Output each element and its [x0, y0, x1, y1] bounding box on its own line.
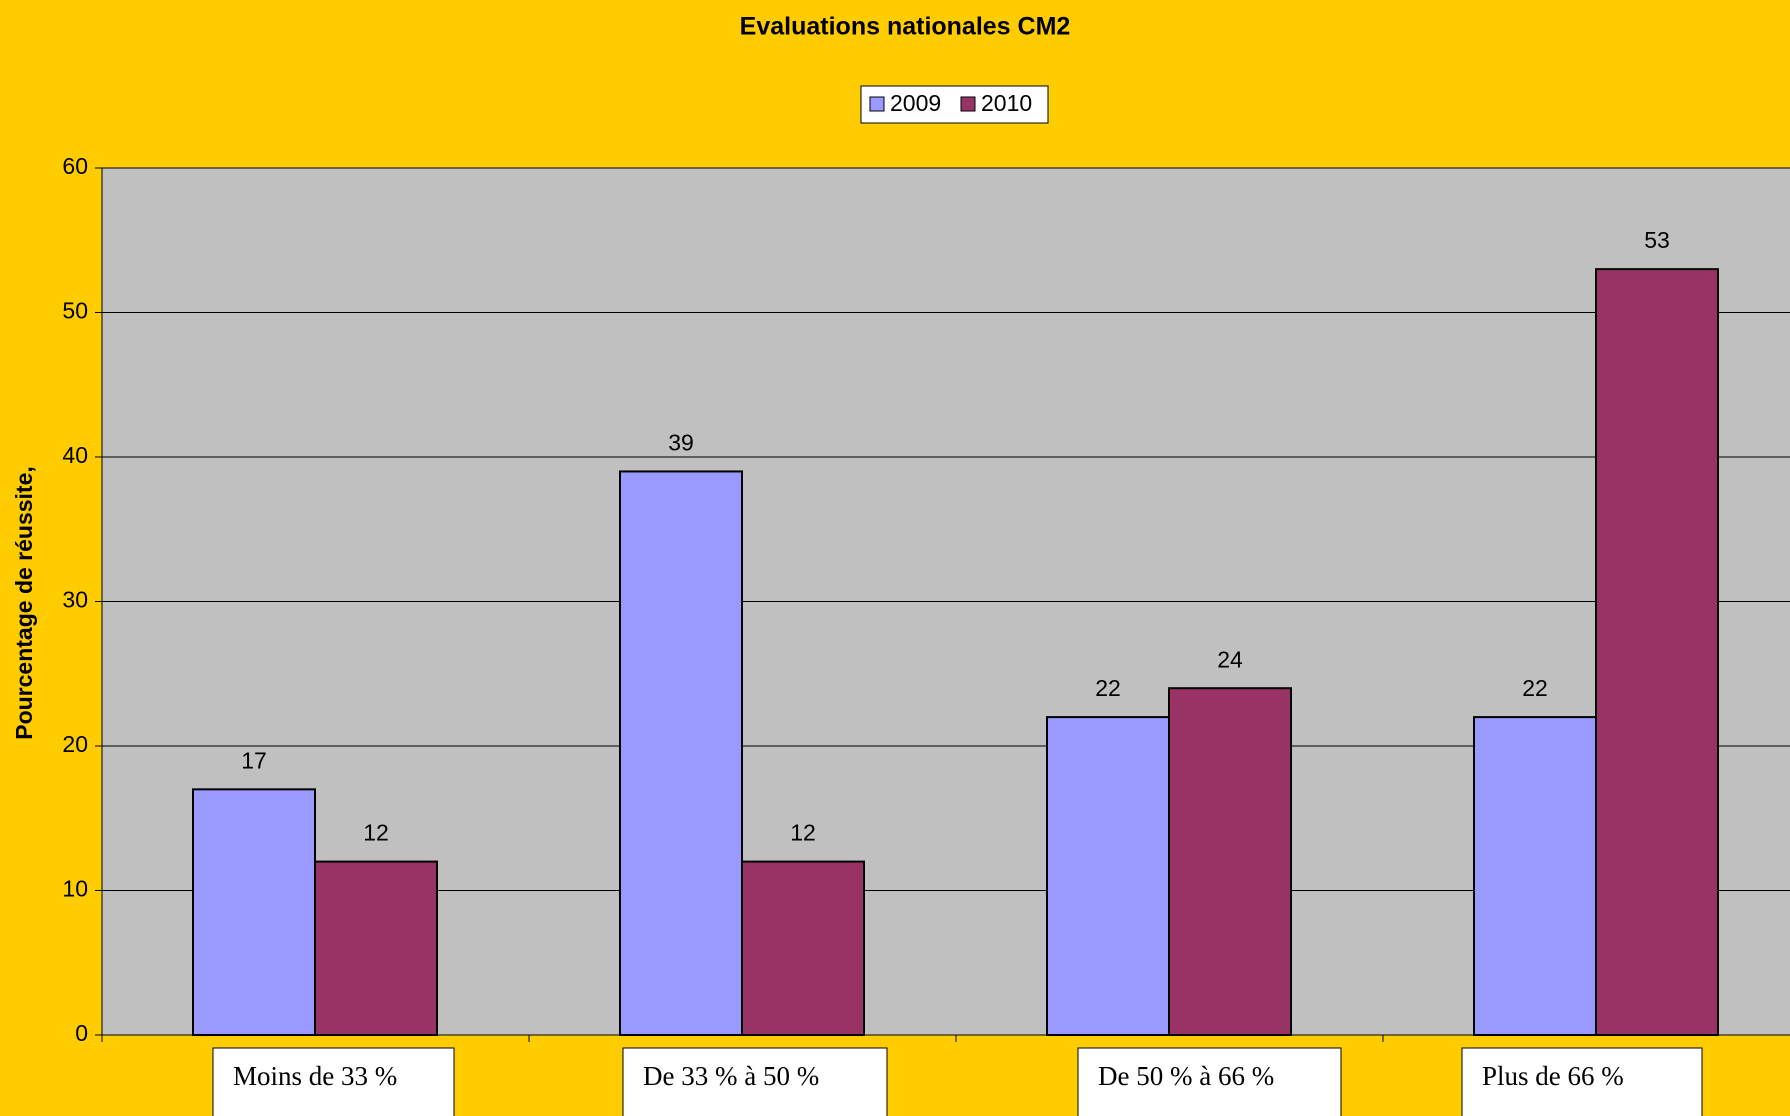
- y-tick-label: 0: [75, 1020, 88, 1046]
- bar: [1046, 716, 1170, 1036]
- data-label: 22: [1522, 675, 1548, 701]
- y-tick-label: 60: [62, 153, 88, 179]
- legend: [860, 85, 1049, 124]
- y-tick-label: 10: [62, 876, 88, 902]
- y-tick-label: 30: [62, 587, 88, 613]
- category-box: [1461, 1047, 1703, 1116]
- legend-swatch: [869, 96, 885, 112]
- category-box: [622, 1047, 888, 1116]
- x-tick-label: De 33 % à 50 %: [643, 1061, 819, 1091]
- data-label: 17: [241, 747, 267, 773]
- data-label: 24: [1217, 646, 1243, 672]
- y-axis-label: Pourcentage de réussite,: [11, 466, 37, 740]
- bar: [741, 860, 865, 1036]
- chart-title: Evaluations nationales CM2: [740, 13, 1071, 41]
- legend-label: 2009: [890, 90, 941, 116]
- bar: [1473, 716, 1597, 1036]
- data-label: 12: [363, 820, 389, 846]
- x-tick-label: Plus de 66 %: [1482, 1061, 1624, 1091]
- category-box: [1077, 1047, 1342, 1116]
- x-tick-label: De 50 % à 66 %: [1098, 1061, 1274, 1091]
- category-box: [212, 1047, 455, 1116]
- y-tick-label: 50: [62, 298, 88, 324]
- bar: [1595, 268, 1719, 1036]
- bar: [314, 860, 438, 1036]
- data-label: 22: [1095, 675, 1121, 701]
- y-tick-label: 20: [62, 731, 88, 757]
- legend-label: 2010: [981, 90, 1032, 116]
- x-tick-label: Moins de 33 %: [233, 1061, 397, 1091]
- bar: [619, 470, 743, 1036]
- legend-swatch: [960, 96, 976, 112]
- y-tick-label: 40: [62, 442, 88, 468]
- data-label: 53: [1644, 227, 1670, 253]
- data-label: 39: [668, 430, 694, 456]
- data-label: 12: [790, 820, 816, 846]
- bar: [192, 788, 316, 1036]
- bar: [1168, 687, 1292, 1036]
